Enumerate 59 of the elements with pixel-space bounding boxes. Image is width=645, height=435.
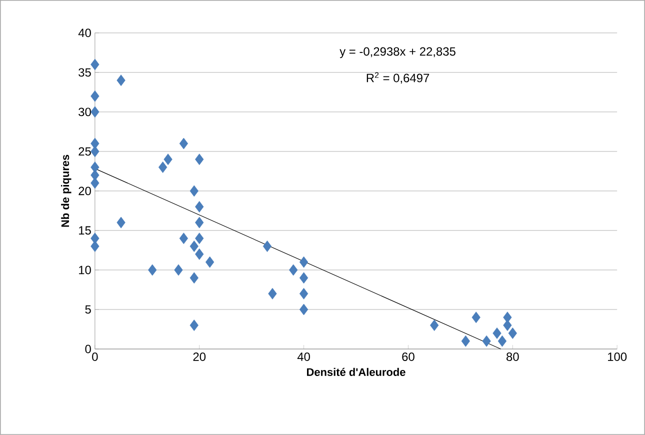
point [90, 58, 100, 70]
annotation: R$^{2}$ = 0,6497 [366, 72, 430, 84]
point [262, 240, 272, 252]
y-tick-label: 10 [79, 266, 91, 274]
point [179, 138, 188, 150]
point [299, 256, 308, 268]
point [299, 304, 308, 316]
annotation: y = -0,2938x + 22,835 [340, 47, 456, 58]
x-tick-label: 20 [193, 352, 206, 362]
point [268, 288, 277, 300]
y-tick-label: 40 [78, 28, 91, 38]
point [116, 74, 126, 86]
y-axis-title: Nb de piqures [61, 154, 72, 227]
point [289, 264, 298, 276]
point [90, 146, 100, 158]
y-tick-label: 5 [85, 305, 91, 314]
point [503, 320, 512, 332]
point [90, 177, 100, 189]
point [482, 335, 491, 347]
point [116, 216, 126, 228]
point [148, 264, 157, 276]
x-tick-label: 60 [402, 352, 414, 362]
point [90, 138, 100, 150]
y-tick-label: 30 [78, 108, 91, 116]
x-tick-label: 0 [92, 352, 98, 362]
point [90, 106, 100, 118]
point [90, 90, 100, 102]
point [492, 328, 502, 339]
point [190, 320, 198, 332]
y-tick-label: 25 [78, 147, 91, 156]
point [205, 256, 214, 268]
point [195, 232, 204, 244]
point [90, 240, 100, 252]
point [164, 154, 172, 166]
x-tick-label: 80 [506, 352, 519, 362]
point [299, 288, 308, 300]
y-tick-label: 0 [85, 344, 91, 354]
x-axis-title: Densité d'Aleurode [307, 368, 406, 376]
point [190, 185, 198, 197]
point [158, 162, 168, 173]
point [174, 264, 183, 276]
point [508, 328, 517, 339]
point [179, 232, 188, 244]
point [190, 272, 198, 284]
point [472, 312, 480, 324]
point [195, 154, 204, 166]
point [498, 335, 507, 347]
point [461, 335, 470, 347]
point [195, 201, 204, 212]
y-tick-label: 15 [79, 226, 91, 235]
point [195, 248, 204, 260]
point [299, 272, 308, 284]
y-tick-label: 35 [78, 68, 91, 77]
point [190, 240, 198, 252]
x-tick-label: 40 [297, 352, 310, 362]
y-tick-label: 20 [78, 186, 91, 196]
point [195, 216, 204, 228]
point [430, 320, 439, 332]
x-tick-label: 100 [608, 352, 627, 362]
